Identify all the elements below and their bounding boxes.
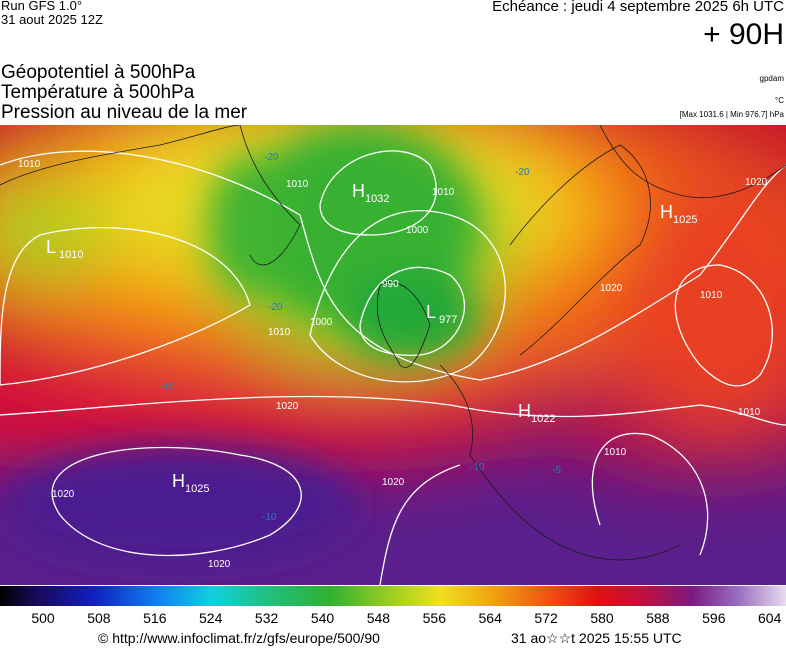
- colorbar-tick: 580: [590, 610, 614, 626]
- isobars: [0, 150, 786, 585]
- center-value: 1032: [365, 193, 389, 205]
- temperature-label: -10: [160, 382, 175, 393]
- unit: gpdam: [759, 74, 784, 83]
- colorbar-tick: 564: [478, 610, 502, 626]
- isobar-label: 1010: [604, 447, 627, 458]
- unit: °C: [775, 96, 784, 105]
- field: Température à 500hPa: [1, 82, 195, 103]
- colorbar-tick: 588: [646, 610, 670, 626]
- isobar-label: 990: [382, 279, 399, 290]
- isobar-label: 1020: [382, 477, 405, 488]
- isobar-label: 1010: [268, 327, 291, 338]
- isobar-label: 1020: [276, 401, 299, 412]
- colorbar: [0, 586, 786, 606]
- center-letter: H: [518, 401, 531, 421]
- colorbar-tick: 572: [534, 610, 558, 626]
- isobar-label: 1010: [286, 179, 309, 190]
- center-value: 1025: [673, 214, 697, 226]
- center-letter: L: [426, 302, 436, 322]
- isobar-label: 1010: [432, 187, 455, 198]
- field: Pression au niveau de la mer: [1, 102, 248, 123]
- temperature-label: -20: [515, 167, 530, 178]
- timestamp: 31 ao☆☆t 2025 15:55 UTC: [511, 630, 682, 646]
- isobar-label: 1020: [745, 177, 768, 188]
- colorbar-tick: 524: [199, 610, 223, 626]
- temperature-label: -10: [262, 512, 277, 523]
- colorbar-tick: 604: [758, 610, 782, 626]
- field: Géopotentiel à 500hPa: [1, 62, 196, 83]
- center-letter: L: [46, 237, 56, 257]
- echeance: Echéance : jeudi 4 septembre 2025 6h UTC: [492, 0, 784, 15]
- center-value: 977: [439, 314, 457, 326]
- center-value: 1010: [59, 249, 83, 261]
- center-letter: H: [352, 181, 365, 201]
- colorbar-tick: 508: [87, 610, 111, 626]
- center-letter: H: [660, 202, 673, 222]
- temperature-label: -10: [470, 462, 485, 473]
- colorbar-tick: 540: [310, 610, 335, 626]
- colorbar-tick: 500: [31, 610, 55, 626]
- colorbar-tick: 596: [702, 610, 726, 626]
- isobar-label: 1000: [310, 317, 333, 328]
- colorbar-tick: 556: [422, 610, 446, 626]
- isobar-label: 1010: [700, 290, 723, 301]
- coastlines: [0, 125, 786, 561]
- unit: [Max 1031.6 | Min 976.7] hPa: [679, 110, 784, 119]
- center-value: 1025: [185, 483, 209, 495]
- temperature-label: -20: [264, 152, 279, 163]
- horizon: + 90H: [703, 18, 784, 51]
- isobar-label: 1010: [18, 159, 41, 170]
- isobar-label: 1020: [600, 283, 623, 294]
- run: Run GFS 1.0°: [1, 0, 83, 13]
- center-letter: H: [172, 471, 185, 491]
- credit: © http://www.infoclimat.fr/z/gfs/europe/…: [98, 630, 380, 646]
- run-date: 31 aout 2025 12Z: [1, 12, 103, 27]
- isobar-label: 1000: [406, 225, 429, 236]
- temperature-label: -20: [268, 302, 283, 313]
- colorbar-tick: 532: [254, 610, 279, 626]
- isobar-label: 1020: [52, 489, 75, 500]
- colorbar-tick: 516: [143, 610, 167, 626]
- isobar-label: 1010: [738, 407, 761, 418]
- temperature-label: -5: [552, 465, 561, 476]
- colorbar-tick: 548: [366, 610, 391, 626]
- center-value: 1022: [531, 413, 555, 425]
- isobar-label: 1020: [208, 559, 231, 570]
